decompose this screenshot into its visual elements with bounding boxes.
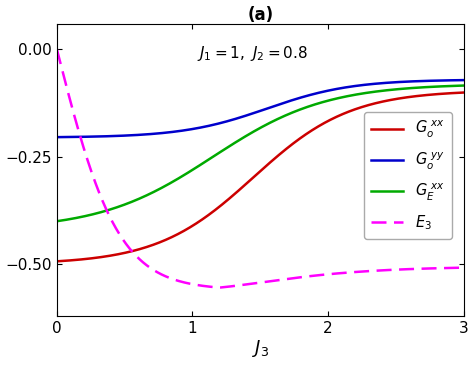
$G_E^{\ xx}$	[360, 91, 366, 96]
$G_o^{\ xx}$	[159, 239, 164, 244]
$G_o^{\ yy}$	[54, 135, 60, 139]
$G_o^{\ yy}$	[326, 88, 331, 93]
$G_E^{\ xx}$	[126, 201, 132, 205]
Line: $G_o^{\ xx}$: $G_o^{\ xx}$	[57, 93, 464, 261]
$G_E^{\ xx}$	[159, 186, 164, 190]
Text: $J_1=1,\ J_2=0.8$: $J_1=1,\ J_2=0.8$	[197, 44, 308, 63]
$E_3$	[461, 265, 466, 270]
Legend: $G_o^{\ xx}$, $G_o^{\ yy}$, $G_E^{\ xx}$, $E_3$: $G_o^{\ xx}$, $G_o^{\ yy}$, $G_E^{\ xx}$…	[364, 112, 452, 239]
X-axis label: $J_3$: $J_3$	[252, 338, 269, 360]
$G_E^{\ xx}$	[294, 109, 300, 113]
Line: $G_E^{\ xx}$: $G_E^{\ xx}$	[57, 85, 464, 221]
$G_o^{\ xx}$	[294, 139, 300, 143]
Line: $G_o^{\ yy}$: $G_o^{\ yy}$	[57, 80, 464, 137]
$G_o^{\ xx}$	[326, 119, 331, 123]
$G_E^{\ xx}$	[238, 137, 244, 141]
$G_o^{\ xx}$	[54, 259, 60, 264]
$E_3$	[54, 47, 60, 52]
$G_o^{\ yy}$	[159, 131, 164, 135]
$E_3$	[159, 272, 164, 277]
$G_o^{\ yy}$	[126, 133, 132, 138]
$G_o^{\ yy}$	[238, 115, 244, 119]
$G_E^{\ xx}$	[326, 98, 331, 103]
$G_o^{\ xx}$	[360, 104, 366, 109]
$G_E^{\ xx}$	[54, 219, 60, 223]
$G_o^{\ yy}$	[294, 97, 300, 101]
$E_3$	[126, 245, 132, 250]
$E_3$	[294, 276, 300, 280]
$G_o^{\ xx}$	[126, 250, 132, 254]
$E_3$	[239, 283, 245, 287]
$G_o^{\ yy}$	[360, 83, 366, 87]
$E_3$	[326, 272, 332, 276]
$E_3$	[217, 285, 223, 290]
$G_o^{\ xx}$	[461, 91, 466, 95]
$G_o^{\ xx}$	[238, 186, 244, 191]
Line: $E_3$: $E_3$	[57, 50, 464, 288]
Title: (a): (a)	[247, 5, 273, 24]
$E_3$	[361, 269, 366, 274]
$G_E^{\ xx}$	[461, 83, 466, 88]
$G_o^{\ yy}$	[461, 78, 466, 82]
